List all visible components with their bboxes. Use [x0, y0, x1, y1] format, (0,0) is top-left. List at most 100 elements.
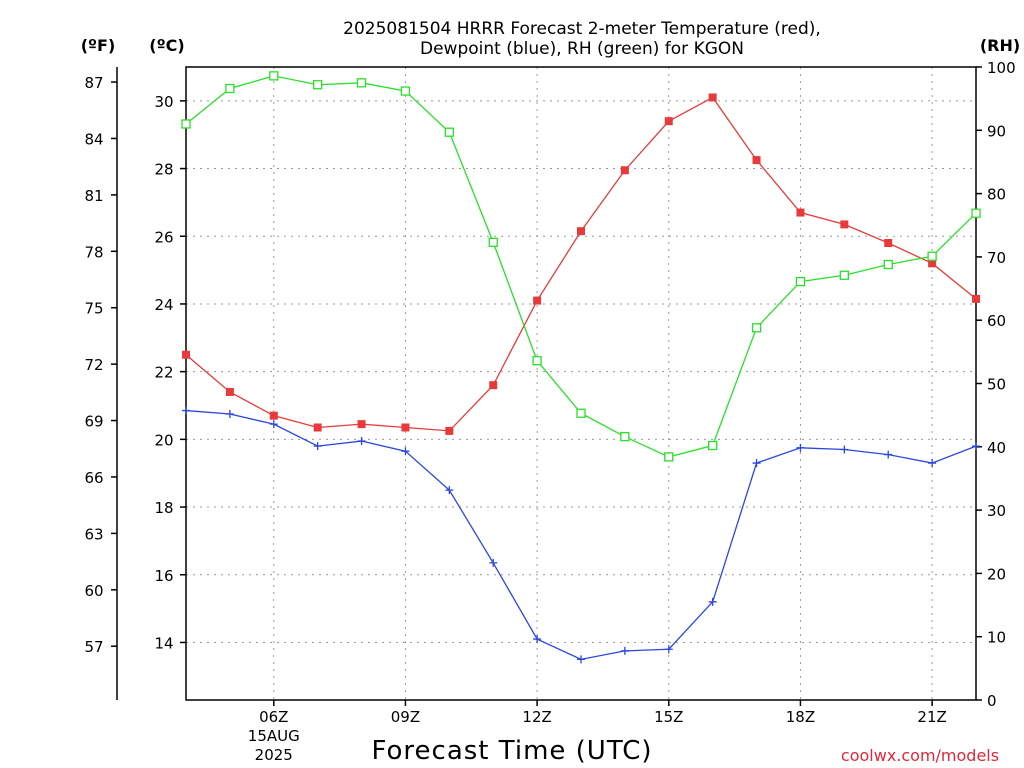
time-tick-label: 21Z — [917, 708, 946, 726]
rh-point — [971, 208, 981, 218]
rh-point — [708, 440, 718, 451]
credit-text: coolwx.com/models — [841, 746, 999, 765]
fahrenheit-tick-label: 69 — [84, 413, 103, 431]
fahrenheit-tick-label: 81 — [84, 187, 103, 205]
time-tick-label: 15Z — [654, 708, 683, 726]
temperature-series-line — [185, 96, 977, 432]
dewpoint-point — [972, 442, 980, 451]
dewpoint-point — [620, 646, 629, 655]
fahrenheit-tick-label: 84 — [84, 130, 103, 148]
rh-tick-label: 70 — [987, 249, 1006, 267]
rh-tick-label: 0 — [987, 692, 997, 710]
rh-tick-label: 20 — [987, 565, 1006, 583]
grid-lines — [186, 67, 976, 700]
fahrenheit-tick-label: 66 — [84, 469, 103, 487]
rh-point — [488, 237, 498, 247]
dewpoint-point — [752, 459, 761, 468]
temperature-point — [269, 411, 278, 420]
dewpoint-point — [840, 445, 849, 454]
dewpoint-series-line — [185, 409, 977, 661]
dewpoint-point — [401, 447, 410, 456]
dewpoint-point — [182, 406, 190, 415]
temperature-point — [577, 227, 585, 236]
time-tick-label: 12Z — [522, 708, 551, 726]
rh-point — [269, 71, 279, 81]
fahrenheit-tick-label: 75 — [84, 300, 103, 318]
rh-tick-label: 40 — [987, 439, 1006, 457]
fahrenheit-tick-label: 57 — [84, 638, 103, 656]
rh-point — [532, 356, 542, 366]
dewpoint-point — [269, 420, 278, 429]
celsius-tick-label: 22 — [154, 364, 173, 382]
rh-tick-label: 60 — [987, 312, 1006, 330]
temperature-point — [225, 387, 234, 396]
time-tick-sublabel: 2025 — [255, 746, 293, 764]
fahrenheit-axis: 57 60 63 66 69 72 75 78 81 84 87 — [84, 74, 117, 656]
temperature-point — [445, 426, 454, 435]
rh-point — [795, 276, 806, 287]
rh-point — [883, 259, 893, 270]
temperature-point — [664, 117, 673, 126]
rh-point — [751, 323, 762, 333]
dewpoint-point — [445, 486, 454, 495]
temperature-point — [533, 296, 542, 305]
temperature-point — [884, 239, 893, 248]
fahrenheit-tick-label: 63 — [84, 525, 103, 543]
rh-tick-label: 100 — [987, 59, 1016, 77]
dewpoint-point — [357, 437, 366, 446]
dewpoint-point — [884, 450, 893, 459]
series-layer — [181, 71, 981, 664]
celsius-axis: 14 16 18 20 22 24 26 28 30 — [154, 93, 186, 652]
fahrenheit-tick-label: 78 — [84, 243, 103, 261]
celsius-unit-label: (ºC) — [149, 36, 184, 55]
dewpoint-point — [313, 442, 322, 451]
dewpoint-point — [225, 409, 234, 418]
temperature-point — [401, 423, 410, 432]
temperature-point — [796, 208, 805, 217]
temperature-point — [752, 156, 761, 165]
celsius-tick-label: 20 — [154, 431, 173, 449]
rh-point — [356, 78, 367, 88]
rh-point — [927, 251, 937, 261]
fahrenheit-tick-label: 87 — [84, 74, 103, 92]
rh-tick-label: 10 — [987, 629, 1006, 647]
rh-point — [664, 452, 674, 462]
rh-point — [444, 127, 454, 137]
celsius-tick-label: 26 — [154, 228, 173, 246]
time-tick-label: 18Z — [786, 708, 815, 726]
dewpoint-point — [664, 645, 673, 654]
temperature-point — [313, 423, 322, 432]
temperature-point — [357, 420, 366, 429]
fahrenheit-tick-label: 60 — [84, 582, 103, 600]
rh-point — [400, 86, 411, 96]
rh-tick-label: 30 — [987, 502, 1006, 520]
rh-unit-label: (RH) — [980, 36, 1020, 55]
temperature-point — [928, 259, 937, 268]
dewpoint-point — [533, 635, 542, 644]
rh-point — [313, 80, 323, 90]
temperature-point — [620, 166, 629, 175]
fahrenheit-tick-label: 72 — [84, 356, 103, 374]
dewpoint-point — [577, 655, 585, 664]
time-tick-sublabel: 15AUG — [248, 727, 300, 745]
chart-title-line-2: Dewpoint (blue), RH (green) for KGON — [420, 39, 744, 59]
temperature-point — [708, 93, 717, 102]
dewpoint-point — [708, 597, 717, 606]
temperature-point — [840, 220, 849, 229]
dewpoint-point — [928, 459, 937, 468]
rh-point — [181, 119, 191, 129]
rh-series-line — [185, 75, 977, 458]
celsius-tick-label: 16 — [154, 567, 173, 585]
time-tick-label: 06Z — [259, 708, 288, 726]
plot-frame — [185, 66, 977, 701]
rh-tick-label: 50 — [987, 376, 1006, 394]
time-tick-label: 09Z — [391, 708, 420, 726]
rh-tick-label: 90 — [987, 122, 1006, 140]
chart-title-line-1: 2025081504 HRRR Forecast 2-meter Tempera… — [343, 19, 821, 39]
rh-point — [225, 83, 235, 94]
celsius-tick-label: 30 — [154, 93, 173, 111]
dewpoint-point — [489, 558, 498, 567]
rh-tick-label: 80 — [987, 186, 1006, 204]
